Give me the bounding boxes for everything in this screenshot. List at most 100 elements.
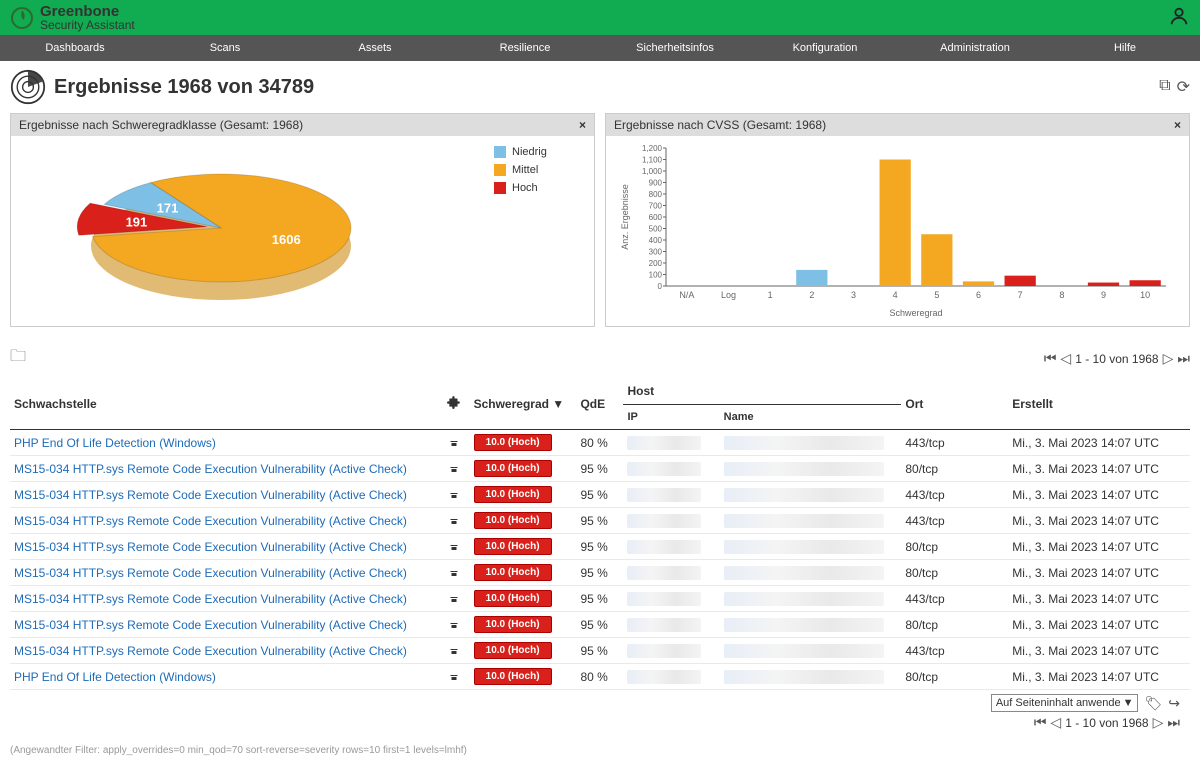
severity-badge: 10.0 (Hoch) [474,668,552,685]
nav-admin[interactable]: Administration [900,35,1050,61]
solution-icon[interactable] [448,540,460,554]
host-name-cell [724,670,884,684]
table-row: PHP End Of Life Detection (Windows) 10.0 … [10,664,1190,690]
nav-dashboards[interactable]: Dashboards [0,35,150,61]
col-location[interactable]: Ort [901,378,1008,430]
svg-text:400: 400 [649,236,663,245]
nav-scans[interactable]: Scans [150,35,300,61]
new-window-icon[interactable]: ⧉ [1159,77,1170,97]
export-icon[interactable]: ↪ [1168,695,1180,712]
user-icon[interactable] [1168,5,1190,30]
host-name-cell [724,644,884,658]
vuln-link[interactable]: MS15-034 HTTP.sys Remote Code Execution … [14,644,407,658]
table-row: PHP End Of Life Detection (Windows)10.0 … [10,430,1190,456]
solution-icon[interactable] [448,670,460,684]
location-cell: 80/tcp [901,664,1008,690]
col-host[interactable]: Host [623,378,901,405]
svg-text:5: 5 [934,290,939,300]
col-qde[interactable]: QdE [576,378,623,430]
legend-swatch [494,182,506,194]
pager-last-icon[interactable]: ⏭ [1177,350,1190,367]
legend-item[interactable]: Niedrig [494,146,584,158]
qde-cell: 80 % [576,430,623,456]
vuln-link[interactable]: MS15-034 HTTP.sys Remote Code Execution … [14,488,407,502]
page-title: Ergebnisse 1968 von 34789 [54,76,314,99]
nav-secinfo[interactable]: Sicherheitsinfos [600,35,750,61]
host-ip-cell [627,566,701,580]
severity-badge: 10.0 (Hoch) [474,512,552,529]
pager-next-icon[interactable]: ▷ [1163,350,1174,367]
vuln-link[interactable]: MS15-034 HTTP.sys Remote Code Execution … [14,592,407,606]
brand-text: Greenbone Security Assistant [40,4,135,31]
vuln-link[interactable]: MS15-034 HTTP.sys Remote Code Execution … [14,540,407,554]
vuln-link[interactable]: PHP End Of Life Detection (Windows) [14,670,216,684]
solution-icon[interactable] [448,592,460,606]
svg-text:Schweregrad: Schweregrad [889,308,942,318]
filter-dropdown-label: Auf Seiteninhalt anwende [996,697,1121,709]
folder-icon[interactable]: 🗀 [10,345,26,372]
nav-assets[interactable]: Assets [300,35,450,61]
tag-icon[interactable]: 🏷 [1144,695,1162,712]
table-row: MS15-034 HTTP.sys Remote Code Execution … [10,534,1190,560]
vuln-link[interactable]: MS15-034 HTTP.sys Remote Code Execution … [14,462,407,476]
vuln-link[interactable]: MS15-034 HTTP.sys Remote Code Execution … [14,566,407,580]
pie-chart-panel: Ergebnisse nach Schweregradklasse (Gesam… [10,113,595,327]
pager-prev-icon[interactable]: ◁ [1050,714,1061,731]
svg-text:191: 191 [126,214,148,229]
nav-config[interactable]: Konfiguration [750,35,900,61]
col-severity[interactable]: Schweregrad ▼ [470,378,577,430]
location-cell: 443/tcp [901,508,1008,534]
refresh-icon[interactable]: ⟳ [1177,77,1190,97]
created-cell: Mi., 3. Mai 2023 14:07 UTC [1008,508,1190,534]
pager-next-icon[interactable]: ▷ [1153,714,1164,731]
severity-badge: 10.0 (Hoch) [474,642,552,659]
pager-first-icon[interactable]: ⏮ [1044,350,1057,367]
brand-logo[interactable]: Greenbone Security Assistant [10,4,135,31]
svg-text:0: 0 [658,282,663,291]
solution-icon[interactable] [448,462,460,476]
table-row: MS15-034 HTTP.sys Remote Code Execution … [10,456,1190,482]
location-cell: 443/tcp [901,638,1008,664]
host-ip-cell [627,488,701,502]
host-name-cell [724,462,884,476]
close-icon[interactable]: × [1174,118,1181,132]
col-solution[interactable] [438,378,470,430]
vuln-link[interactable]: MS15-034 HTTP.sys Remote Code Execution … [14,618,407,632]
pager-last-icon[interactable]: ⏭ [1167,714,1180,731]
vuln-link[interactable]: MS15-034 HTTP.sys Remote Code Execution … [14,514,407,528]
location-cell: 443/tcp [901,586,1008,612]
nav-help[interactable]: Hilfe [1050,35,1200,61]
col-created[interactable]: Erstellt [1008,378,1190,430]
pager-first-icon[interactable]: ⏮ [1034,714,1047,731]
pie-chart-svg: 1606171191 [21,146,401,316]
col-host-name[interactable]: Name [720,405,902,430]
solution-icon[interactable] [448,618,460,632]
col-host-ip[interactable]: IP [623,405,719,430]
legend-label: Mittel [512,164,538,176]
filter-dropdown[interactable]: Auf Seiteninhalt anwende ▼ [991,694,1139,712]
svg-text:1,000: 1,000 [642,167,663,176]
table-row: MS15-034 HTTP.sys Remote Code Execution … [10,508,1190,534]
pager-prev-icon[interactable]: ◁ [1060,350,1071,367]
qde-cell: 95 % [576,586,623,612]
host-name-cell [724,592,884,606]
nav-resilience[interactable]: Resilience [450,35,600,61]
pie-chart-body: 1606171191 Niedrig Mittel Hoch [11,136,594,326]
header-actions: ⧉ ⟳ [1159,77,1190,97]
topbar: Greenbone Security Assistant [0,0,1200,35]
col-vuln[interactable]: Schwachstelle [10,378,438,430]
solution-icon[interactable] [448,566,460,580]
qde-cell: 95 % [576,560,623,586]
svg-text:500: 500 [649,225,663,234]
vuln-link[interactable]: PHP End Of Life Detection (Windows) [14,436,216,450]
svg-text:6: 6 [976,290,981,300]
solution-icon[interactable] [448,488,460,502]
legend-item[interactable]: Hoch [494,182,584,194]
host-ip-cell [627,618,701,632]
solution-icon[interactable] [448,436,460,450]
close-icon[interactable]: × [579,118,586,132]
host-ip-cell [627,514,701,528]
solution-icon[interactable] [448,514,460,528]
legend-item[interactable]: Mittel [494,164,584,176]
solution-icon[interactable] [448,644,460,658]
